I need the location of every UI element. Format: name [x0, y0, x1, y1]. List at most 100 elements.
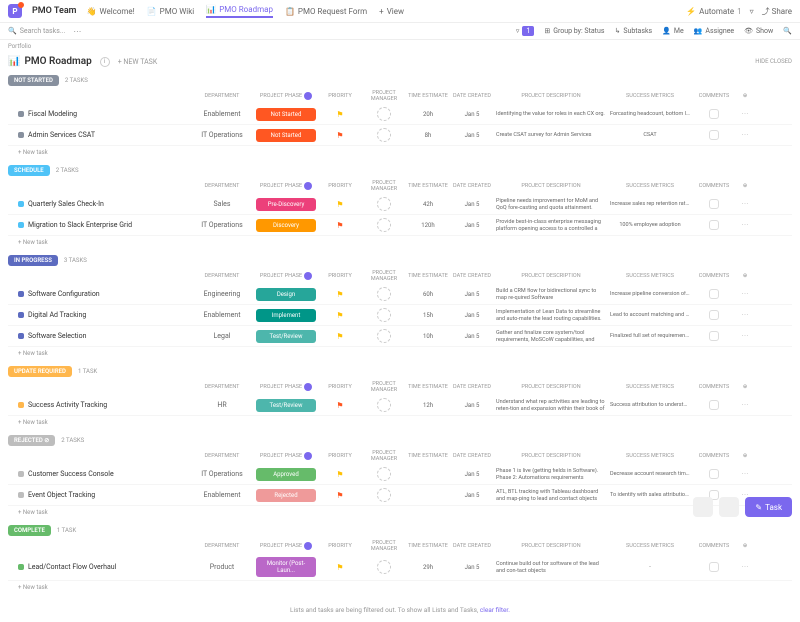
project-manager[interactable]	[364, 488, 404, 502]
task-row[interactable]: Success Activity Tracking HR Test/Review…	[8, 395, 792, 416]
task-row[interactable]: Digital Ad Tracking Enablement Implement…	[8, 305, 792, 326]
phase-badge[interactable]: Implement	[256, 309, 316, 322]
comments-button[interactable]	[694, 469, 734, 479]
project-manager[interactable]	[364, 467, 404, 481]
task-row[interactable]: Quarterly Sales Check-In Sales Pre-Disco…	[8, 194, 792, 215]
project-manager[interactable]	[364, 218, 404, 232]
comments-button[interactable]	[694, 400, 734, 410]
more-icon[interactable]: ⋯	[738, 110, 752, 118]
tab-view[interactable]: +View	[379, 7, 404, 16]
project-manager[interactable]	[364, 329, 404, 343]
phase-badge[interactable]: Pre-Discovery	[256, 198, 316, 211]
new-task-row[interactable]: + New task	[8, 506, 792, 519]
comments-button[interactable]	[694, 310, 734, 320]
show-button[interactable]: 👁 Show	[744, 27, 773, 35]
more-icon[interactable]: ⋯	[73, 27, 81, 36]
phase-badge[interactable]: Discovery	[256, 219, 316, 232]
project-manager[interactable]	[364, 128, 404, 142]
priority-flag[interactable]: ⚑	[320, 491, 360, 500]
me-button[interactable]: 👤 Me	[662, 27, 684, 35]
assignee-button[interactable]: 👥 Assignee	[694, 27, 734, 35]
status-pill[interactable]: REJECTED ⊘	[8, 435, 55, 446]
comments-button[interactable]	[694, 220, 734, 230]
priority-flag[interactable]: ⚑	[320, 221, 360, 230]
new-task-row[interactable]: + New task	[8, 146, 792, 159]
comments-button[interactable]	[694, 289, 734, 299]
comments-button[interactable]	[694, 130, 734, 140]
subtasks-button[interactable]: ↳ Subtasks	[614, 27, 652, 35]
task-row[interactable]: Admin Services CSAT IT Operations Not St…	[8, 125, 792, 146]
task-row[interactable]: Lead/Contact Flow Overhaul Product Monit…	[8, 554, 792, 581]
new-task-row[interactable]: + New task	[8, 347, 792, 360]
phase-badge[interactable]: Approved	[256, 468, 316, 481]
priority-flag[interactable]: ⚑	[320, 563, 360, 572]
clear-filter-link[interactable]: clear filter.	[480, 606, 510, 614]
filter-icon[interactable]: ▿	[750, 7, 754, 16]
notification-icon[interactable]: P	[8, 4, 22, 18]
new-task-row[interactable]: + New task	[8, 581, 792, 594]
more-icon[interactable]: ⋯	[738, 563, 752, 571]
task-row[interactable]: Fiscal Modeling Enablement Not Started ⚑…	[8, 104, 792, 125]
project-manager[interactable]	[364, 398, 404, 412]
comments-button[interactable]	[694, 109, 734, 119]
phase-badge[interactable]: Test/Review	[256, 399, 316, 412]
notes-button[interactable]	[719, 497, 739, 517]
task-row[interactable]: Event Object Tracking Enablement Rejecte…	[8, 485, 792, 506]
more-icon[interactable]: ⋯	[738, 131, 752, 139]
phase-badge[interactable]: Not Started	[256, 108, 316, 121]
project-manager[interactable]	[364, 107, 404, 121]
share-button[interactable]: ⤴ Share	[762, 6, 792, 17]
more-icon[interactable]: ⋯	[738, 200, 752, 208]
more-icon[interactable]: ⋯	[738, 221, 752, 229]
comments-button[interactable]	[694, 331, 734, 341]
phase-badge[interactable]: Not Started	[256, 129, 316, 142]
help-button[interactable]	[693, 497, 713, 517]
tab-pmo-wiki[interactable]: 📄PMO Wiki	[147, 7, 195, 16]
phase-badge[interactable]: Design	[256, 288, 316, 301]
comments-button[interactable]	[694, 562, 734, 572]
search-input[interactable]: 🔍 Search tasks...	[8, 27, 65, 35]
task-row[interactable]: Software Configuration Engineering Desig…	[8, 284, 792, 305]
project-manager[interactable]	[364, 560, 404, 574]
filter-button[interactable]: ▿ 1	[516, 26, 534, 36]
breadcrumb[interactable]: Portfolio	[0, 40, 800, 53]
more-icon[interactable]: ⋯	[738, 401, 752, 409]
task-row[interactable]: Customer Success Console IT Operations A…	[8, 464, 792, 485]
project-manager[interactable]	[364, 287, 404, 301]
priority-flag[interactable]: ⚑	[320, 332, 360, 341]
task-row[interactable]: Software Selection Legal Test/Review ⚑ 1…	[8, 326, 792, 347]
more-icon[interactable]: ⋯	[738, 332, 752, 340]
phase-badge[interactable]: Monitor (Post-Laun...	[256, 557, 316, 577]
comments-button[interactable]	[694, 199, 734, 209]
task-row[interactable]: Migration to Slack Enterprise Grid IT Op…	[8, 215, 792, 236]
new-task-button[interactable]: + NEW TASK	[118, 58, 158, 66]
status-pill[interactable]: COMPLETE	[8, 525, 51, 536]
group-by-button[interactable]: ⊞ Group by: Status	[544, 27, 604, 35]
phase-badge[interactable]: Rejected	[256, 489, 316, 502]
project-manager[interactable]	[364, 308, 404, 322]
status-pill[interactable]: UPDATE REQUIRED	[8, 366, 72, 377]
new-task-row[interactable]: + New task	[8, 236, 792, 249]
phase-badge[interactable]: Test/Review	[256, 330, 316, 343]
priority-flag[interactable]: ⚑	[320, 110, 360, 119]
priority-flag[interactable]: ⚑	[320, 311, 360, 320]
tab-welcome-[interactable]: 👋Welcome!	[87, 7, 135, 16]
tab-pmo-request-form[interactable]: 📋PMO Request Form	[285, 7, 367, 16]
project-manager[interactable]	[364, 197, 404, 211]
hide-closed-button[interactable]: HIDE CLOSED	[755, 58, 792, 65]
new-task-fab[interactable]: ✎ Task	[745, 497, 792, 517]
search-icon[interactable]: 🔍	[783, 27, 792, 35]
priority-flag[interactable]: ⚑	[320, 470, 360, 479]
priority-flag[interactable]: ⚑	[320, 200, 360, 209]
status-pill[interactable]: SCHEDULE	[8, 165, 50, 176]
new-task-row[interactable]: + New task	[8, 416, 792, 429]
status-pill[interactable]: IN PROGRESS	[8, 255, 58, 266]
info-icon[interactable]: i	[100, 57, 110, 67]
tab-pmo-roadmap[interactable]: 📊PMO Roadmap	[206, 5, 273, 18]
priority-flag[interactable]: ⚑	[320, 401, 360, 410]
automate-button[interactable]: ⚡ Automate 1	[686, 7, 741, 16]
priority-flag[interactable]: ⚑	[320, 290, 360, 299]
more-icon[interactable]: ⋯	[738, 290, 752, 298]
status-pill[interactable]: NOT STARTED	[8, 75, 59, 86]
priority-flag[interactable]: ⚑	[320, 131, 360, 140]
